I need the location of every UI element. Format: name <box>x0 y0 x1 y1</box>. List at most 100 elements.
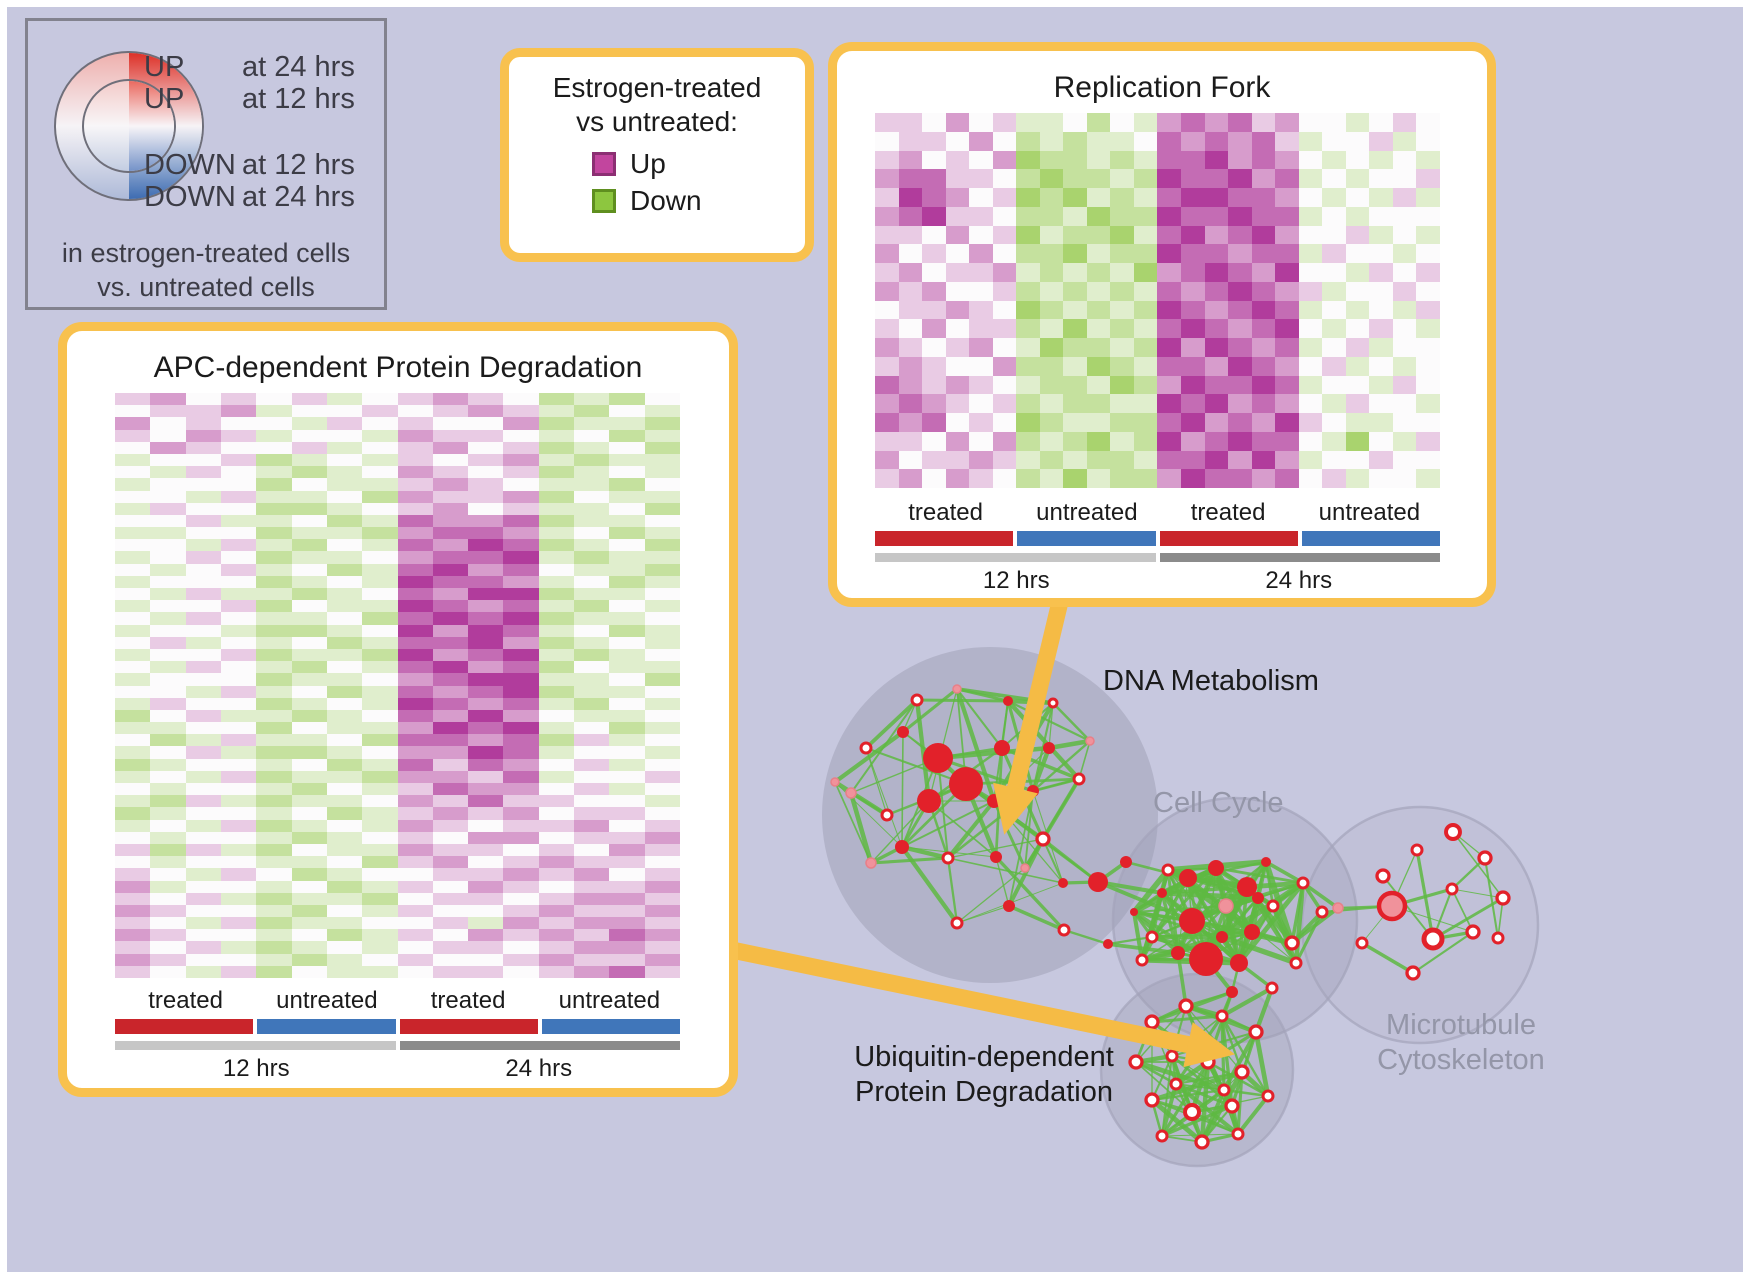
ubiquitin-label-line1: Ubiquitin-dependent <box>854 1041 1114 1073</box>
time-label-24hrs: 24 hrs <box>505 1055 573 1082</box>
gene-node <box>1135 953 1149 967</box>
gene-node <box>1200 1054 1216 1070</box>
gene-node <box>1289 956 1303 970</box>
gene-node <box>1128 1054 1144 1070</box>
ring-legend-row-up-24: UP at 24 hrs <box>144 51 355 84</box>
gene-node <box>1296 876 1310 890</box>
gene-node <box>994 740 1010 756</box>
treated-bar-segment <box>875 531 1014 546</box>
gene-node <box>1130 908 1138 916</box>
gene-node <box>1165 1049 1179 1063</box>
ring-legend-row-down-24: DOWN at 24 hrs <box>144 181 355 214</box>
group-label-untreated-12: untreated <box>276 987 378 1014</box>
ring-legend-caption: in estrogen-treated cells vs. untreated … <box>28 237 384 305</box>
gene-node <box>990 851 1002 863</box>
group-label-treated-24: treated <box>1190 499 1266 526</box>
replication-fork-heatmap <box>875 113 1440 488</box>
replication-fork-title: Replication Fork <box>1053 71 1271 104</box>
microtubule-label-line2: Cytoskeleton <box>1377 1043 1545 1076</box>
gene-node <box>1217 1083 1231 1097</box>
time-label-24hrs: 24 hrs <box>1265 567 1333 594</box>
gene-node <box>1230 954 1248 972</box>
gene-node <box>952 684 962 694</box>
ring-legend-word: DOWN <box>144 149 236 181</box>
arrow-apc-to-ubiquitin <box>730 941 1236 1068</box>
gene-node <box>1155 1129 1169 1143</box>
ring-legend-time: at 12 hrs <box>242 149 355 181</box>
updown-color-legend: Estrogen-treated vs untreated: Up Down <box>500 48 814 262</box>
microtubule-label-line1: Microtubule <box>1386 1009 1536 1041</box>
apc-time-labels: 12 hrs 24 hrs <box>115 1055 680 1083</box>
gene-node <box>1169 1077 1183 1091</box>
group-label-treated-24: treated <box>430 987 506 1014</box>
untreated-bar-segment <box>1017 531 1156 546</box>
gene-node <box>1226 986 1238 998</box>
apc-time-bar <box>115 1041 680 1050</box>
up-color-swatch <box>592 152 616 177</box>
gene-node <box>910 693 924 707</box>
down-color-swatch <box>592 189 616 214</box>
ring-12hrs-right-half <box>129 81 174 171</box>
gene-node <box>865 857 877 869</box>
updown-legend-title-line1: Estrogen-treated <box>552 72 762 103</box>
updown-legend-items: Up Down <box>509 148 805 217</box>
replication-fork-condition-bar <box>875 531 1440 546</box>
group-label-treated-12: treated <box>908 499 983 526</box>
gene-node <box>1161 863 1175 877</box>
ring-legend-word: UP <box>144 51 185 83</box>
gene-node <box>1421 927 1445 951</box>
gene-node <box>987 794 1001 808</box>
gene-node <box>1088 872 1108 892</box>
gene-node <box>1216 931 1228 943</box>
dna-metabolism-label: DNA Metabolism <box>1103 665 1319 697</box>
gene-node <box>1444 823 1462 841</box>
gene-node <box>1445 882 1459 896</box>
gene-node <box>1208 860 1224 876</box>
apc-degradation-heatmap <box>115 393 680 978</box>
gene-node <box>1179 908 1205 934</box>
ubiquitin-degradation-label: Ubiquitin-dependent Protein Degradation <box>848 1040 1120 1110</box>
cell-cycle-label: Cell Cycle <box>1153 787 1284 819</box>
24hrs-bar-segment <box>399 1041 680 1050</box>
gene-node <box>1261 857 1271 867</box>
updown-legend-title: Estrogen-treated vs untreated: <box>509 71 805 138</box>
gene-node <box>949 767 983 801</box>
time-label-12hrs: 12 hrs <box>982 567 1050 594</box>
gene-node <box>1410 843 1424 857</box>
gene-node <box>1144 1014 1160 1030</box>
gene-node <box>1244 924 1260 940</box>
gene-node <box>1224 1098 1240 1114</box>
12hrs-bar-segment <box>875 553 1156 562</box>
gene-node <box>895 840 909 854</box>
gene-node <box>880 808 894 822</box>
legend-item-up: Up <box>592 148 722 180</box>
gene-node <box>1405 965 1421 981</box>
up-label: Up <box>630 148 666 180</box>
gene-node <box>1265 981 1279 995</box>
treated-bar-segment <box>115 1019 254 1034</box>
updown-legend-title-line2: vs untreated: <box>576 105 738 137</box>
gene-node <box>1178 998 1194 1014</box>
gene-node <box>950 916 964 930</box>
ring-legend-time: at 24 hrs <box>242 51 355 83</box>
down-label: Down <box>630 185 702 217</box>
gene-node <box>1248 1024 1264 1040</box>
gene-node <box>1284 935 1300 951</box>
replication-fork-panel: Replication Fork treated untreated treat… <box>828 42 1496 607</box>
ring-legend-word: DOWN <box>144 181 236 213</box>
gene-node <box>1171 946 1185 960</box>
replication-fork-time-bar <box>875 553 1440 562</box>
gene-node <box>1120 856 1132 868</box>
gene-node <box>845 787 857 799</box>
gene-node <box>1157 888 1167 898</box>
gene-node <box>1465 924 1481 940</box>
gene-node <box>1145 930 1159 944</box>
ring-legend-word: UP <box>144 83 185 115</box>
gene-node <box>1491 931 1505 945</box>
apc-degradation-panel: APC-dependent Protein Degradation treate… <box>58 322 738 1097</box>
gene-node <box>1194 1134 1210 1150</box>
untreated-bar-segment <box>257 1019 396 1034</box>
gene-node <box>1355 936 1369 950</box>
ring-legend-row-up-12: UP at 12 hrs <box>144 83 355 116</box>
